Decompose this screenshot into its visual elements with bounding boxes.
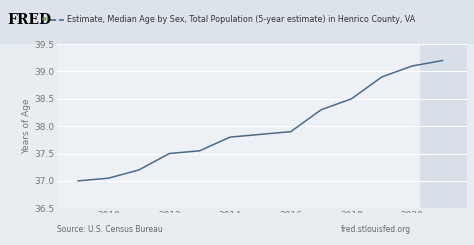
Text: FRED: FRED — [7, 13, 51, 27]
Text: ❧: ❧ — [40, 15, 48, 25]
Y-axis label: Years of Age: Years of Age — [22, 98, 31, 154]
Text: fred.stlouisfed.org: fred.stlouisfed.org — [341, 225, 411, 233]
Bar — [420, 44, 467, 208]
Text: Source: U.S. Census Bureau: Source: U.S. Census Bureau — [57, 225, 163, 233]
Text: Estimate, Median Age by Sex, Total Population (5-year estimate) in Henrico Count: Estimate, Median Age by Sex, Total Popul… — [67, 15, 416, 24]
